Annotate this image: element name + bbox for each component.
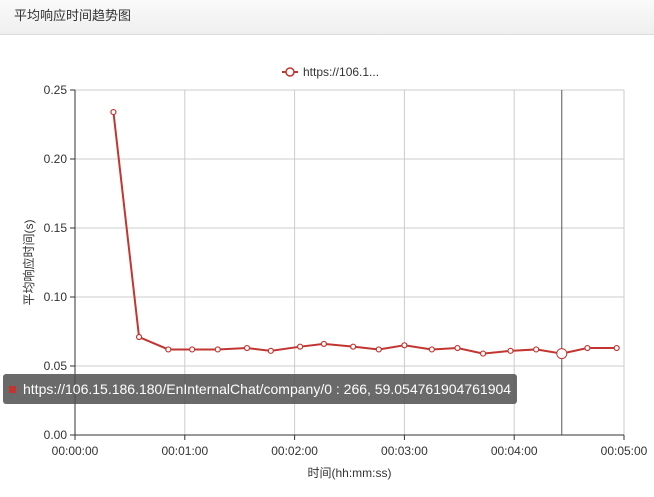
y-tick-label: 0.20 — [44, 152, 68, 166]
data-point[interactable] — [267, 347, 274, 354]
y-tick-label: 0.00 — [44, 428, 68, 442]
data-point[interactable] — [428, 346, 435, 353]
x-tick-label: 00:05:00 — [601, 444, 648, 458]
data-point[interactable] — [507, 347, 514, 354]
response-time-chart[interactable]: 0.00 0.05 0.10 0.15 0.20 0.25 00:00:00 00:01:00… — [0, 35, 654, 497]
data-point[interactable] — [320, 340, 327, 348]
grid-lines — [75, 89, 625, 435]
data-point[interactable] — [584, 344, 591, 352]
legend[interactable]: https://106.1... — [282, 65, 379, 79]
y-tick-label: 0.05 — [44, 359, 68, 373]
x-tick-label: 00:00:00 — [52, 444, 99, 458]
data-point[interactable] — [350, 343, 357, 350]
tick-labels: 0.00 0.05 0.10 0.15 0.20 0.25 00:00:00 00:01:00… — [44, 83, 648, 458]
data-point[interactable] — [401, 342, 408, 349]
data-point[interactable] — [214, 346, 221, 353]
x-tick-label: 00:03:00 — [381, 444, 428, 458]
data-point[interactable] — [375, 346, 382, 353]
x-tick-label: 00:02:00 — [271, 444, 318, 458]
data-point[interactable] — [165, 346, 172, 353]
data-point[interactable] — [296, 343, 304, 350]
legend-label[interactable]: https://106.1... — [303, 65, 379, 79]
y-tick-label: 0.15 — [44, 221, 68, 235]
data-point[interactable] — [454, 344, 461, 352]
panel-title: 平均响应时间趋势图 — [14, 8, 132, 23]
data-point[interactable] — [189, 346, 196, 353]
data-point[interactable] — [479, 350, 487, 357]
x-axis-label: 时间(hh:mm:ss) — [307, 466, 391, 480]
x-tick-label: 00:04:00 — [491, 444, 538, 458]
series-group[interactable] — [110, 108, 620, 360]
data-point[interactable] — [533, 346, 540, 353]
data-point[interactable] — [243, 344, 251, 352]
y-tick-label: 0.10 — [44, 290, 68, 304]
y-tick-label: 0.25 — [44, 83, 68, 97]
x-tick-label: 00:01:00 — [161, 444, 208, 458]
tooltip-text: https://106.15.186.180/EnInternalChat/co… — [23, 381, 512, 397]
data-point[interactable] — [135, 333, 143, 341]
tooltip-swatch-icon — [9, 385, 16, 393]
data-point[interactable] — [110, 108, 117, 116]
series-line[interactable] — [112, 111, 617, 355]
data-point[interactable] — [613, 344, 620, 352]
legend-circle-icon — [285, 67, 295, 77]
y-axis-label: 平均响应时间(s) — [21, 220, 36, 306]
data-tooltip: https://106.15.186.180/EnInternalChat/co… — [3, 374, 518, 404]
panel-header: 平均响应时间趋势图 — [0, 0, 654, 35]
data-point-highlighted[interactable] — [556, 348, 568, 360]
